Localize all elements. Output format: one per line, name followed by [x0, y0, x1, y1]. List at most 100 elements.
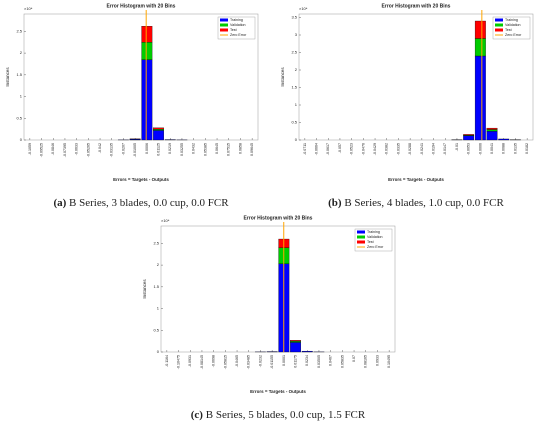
x-tick-label: 0.09645 — [250, 143, 254, 156]
x-tick-label: 0.10495 — [387, 355, 391, 368]
bar-segment — [153, 127, 164, 130]
legend-swatch — [495, 28, 503, 32]
x-tick-label: -0.0633 — [75, 143, 79, 155]
x-tick-label: 0.05385 — [203, 143, 207, 156]
legend-label: Test — [230, 28, 237, 32]
legend-label: Zero Error — [230, 33, 247, 37]
x-tick-label: 0.0219 — [168, 143, 172, 154]
legend-label: Training — [230, 18, 243, 22]
x-tick-label: -0.0465 — [235, 355, 239, 367]
y-multiplier: ×10⁴ — [299, 6, 308, 11]
bar-segment — [486, 127, 498, 130]
caption-text: B Series, 3 blades, 0.0 cup, 0.0 FCR — [69, 197, 229, 209]
caption: (c) B Series, 5 blades, 0.0 cup, 1.5 FCR — [191, 409, 366, 421]
x-tick-label: -0.0664 — [315, 143, 319, 155]
x-tick-label: -0.057 — [338, 143, 342, 153]
legend-box — [354, 228, 393, 252]
x-tick-label: 0.01125 — [157, 143, 161, 156]
x-tick-label: 0.0645 — [215, 143, 219, 154]
caption-text: B Series, 4 blades, 1.0 cup, 0.0 FCR — [344, 197, 504, 209]
y-tick-label: 0.5 — [291, 120, 297, 125]
x-tick-label: -0.03135 — [110, 143, 114, 157]
caption-tag: (a) — [53, 197, 66, 209]
x-tick-label: 0.0088 — [502, 143, 506, 154]
bar-segment — [141, 42, 153, 60]
x-tick-label: -0.01 — [455, 143, 459, 151]
legend-label: Test — [367, 240, 374, 244]
x-tick-label: 0.0234 — [305, 355, 309, 366]
x-tick-label: 0.0432 — [192, 143, 196, 154]
x-tick-label: 0.01175 — [294, 355, 298, 368]
y-tick-label: 2.5 — [16, 28, 22, 33]
y-tick-label: 3 — [295, 32, 298, 37]
legend-swatch — [357, 230, 365, 234]
legend-box — [217, 16, 256, 40]
legend-label: Validation — [367, 235, 383, 239]
chart-title: Error Histogram with 20 Bins — [244, 215, 313, 221]
x-tick-label: 0.0135 — [513, 143, 517, 154]
bar-segment — [153, 128, 164, 131]
x-tick-label: -0.05815 — [223, 355, 227, 369]
x-tick-label: -0.0711 — [303, 143, 307, 155]
x-tick-label: 0.0182 — [525, 143, 529, 154]
legend-box — [492, 16, 531, 40]
legend-label: Validation — [505, 23, 521, 27]
chart-title: Error Histogram with 20 Bins — [107, 3, 176, 9]
x-tick-label: -0.05265 — [86, 143, 90, 157]
x-axis-label: Errors = Targets - Outputs — [250, 389, 306, 394]
legend-label: Training — [505, 18, 518, 22]
bar-segment — [141, 26, 153, 43]
x-tick-label: -0.0207 — [121, 143, 125, 155]
y-tick-label: 1 — [157, 306, 160, 311]
bar-segment — [474, 38, 486, 57]
x-tick-label: -0.0194 — [432, 143, 436, 155]
caption-tag: (c) — [191, 409, 204, 421]
y-tick-label: 1.5 — [291, 85, 297, 90]
caption-tag: (b) — [328, 197, 342, 209]
x-tick-label: -0.0476 — [361, 143, 365, 155]
legend-label: Test — [505, 28, 512, 32]
y-axis-label: Instances — [280, 67, 285, 87]
bar-segment — [474, 20, 486, 39]
y-tick-label: 1.5 — [153, 284, 159, 289]
legend-label: Zero Error — [367, 245, 384, 249]
bar-segment — [486, 129, 498, 132]
x-tick-label: 0.07 — [352, 355, 356, 362]
y-tick-label: 3.5 — [291, 15, 297, 20]
y-tick-label: 0.5 — [16, 115, 22, 120]
bar-segment — [290, 340, 301, 343]
x-axis-label: Errors = Targets - Outputs — [388, 177, 444, 182]
x-tick-label: -0.09525 — [40, 143, 44, 157]
y-tick-label: 2 — [157, 262, 160, 267]
x-tick-label: 0.08165 — [364, 355, 368, 368]
x-tick-label: -0.03485 — [247, 355, 251, 369]
caption-text: B Series, 5 blades, 0.0 cup, 1.5 FCR — [206, 409, 366, 421]
x-tick-label: -0.0147 — [443, 143, 447, 155]
x-tick-label: 0.0933 — [375, 355, 379, 366]
y-tick-label: 0 — [20, 137, 23, 142]
x-tick-label: -0.0617 — [326, 143, 330, 155]
x-tick-label: 0.03505 — [317, 355, 321, 368]
x-tick-label: -0.0335 — [396, 143, 400, 155]
x-tick-label: 0.05835 — [340, 355, 344, 368]
y-tick-label: 2 — [20, 50, 23, 55]
bar-segment — [486, 131, 498, 141]
x-tick-label: -0.1059 — [28, 143, 32, 155]
x-tick-label: -0.042 — [98, 143, 102, 153]
legend-swatch — [495, 18, 503, 22]
x-tick-label: -0.0429 — [373, 143, 377, 155]
x-tick-label: -0.07395 — [63, 143, 67, 157]
y-axis-label: Instances — [5, 67, 10, 87]
caption: (a) B Series, 3 blades, 0.0 cup, 0.0 FCR — [53, 197, 229, 209]
legend-label: Zero Error — [505, 33, 522, 37]
x-tick-label: 0.03255 — [180, 143, 184, 156]
legend-swatch — [495, 23, 503, 27]
x-tick-label: -0.0053 — [467, 143, 471, 155]
y-tick-label: 1 — [20, 94, 23, 99]
y-tick-label: 0 — [295, 137, 298, 142]
x-tick-label: -0.0846 — [51, 143, 55, 155]
x-tick-label: -0.08145 — [200, 355, 204, 369]
x-tick-label: 0.0001 — [282, 355, 286, 366]
